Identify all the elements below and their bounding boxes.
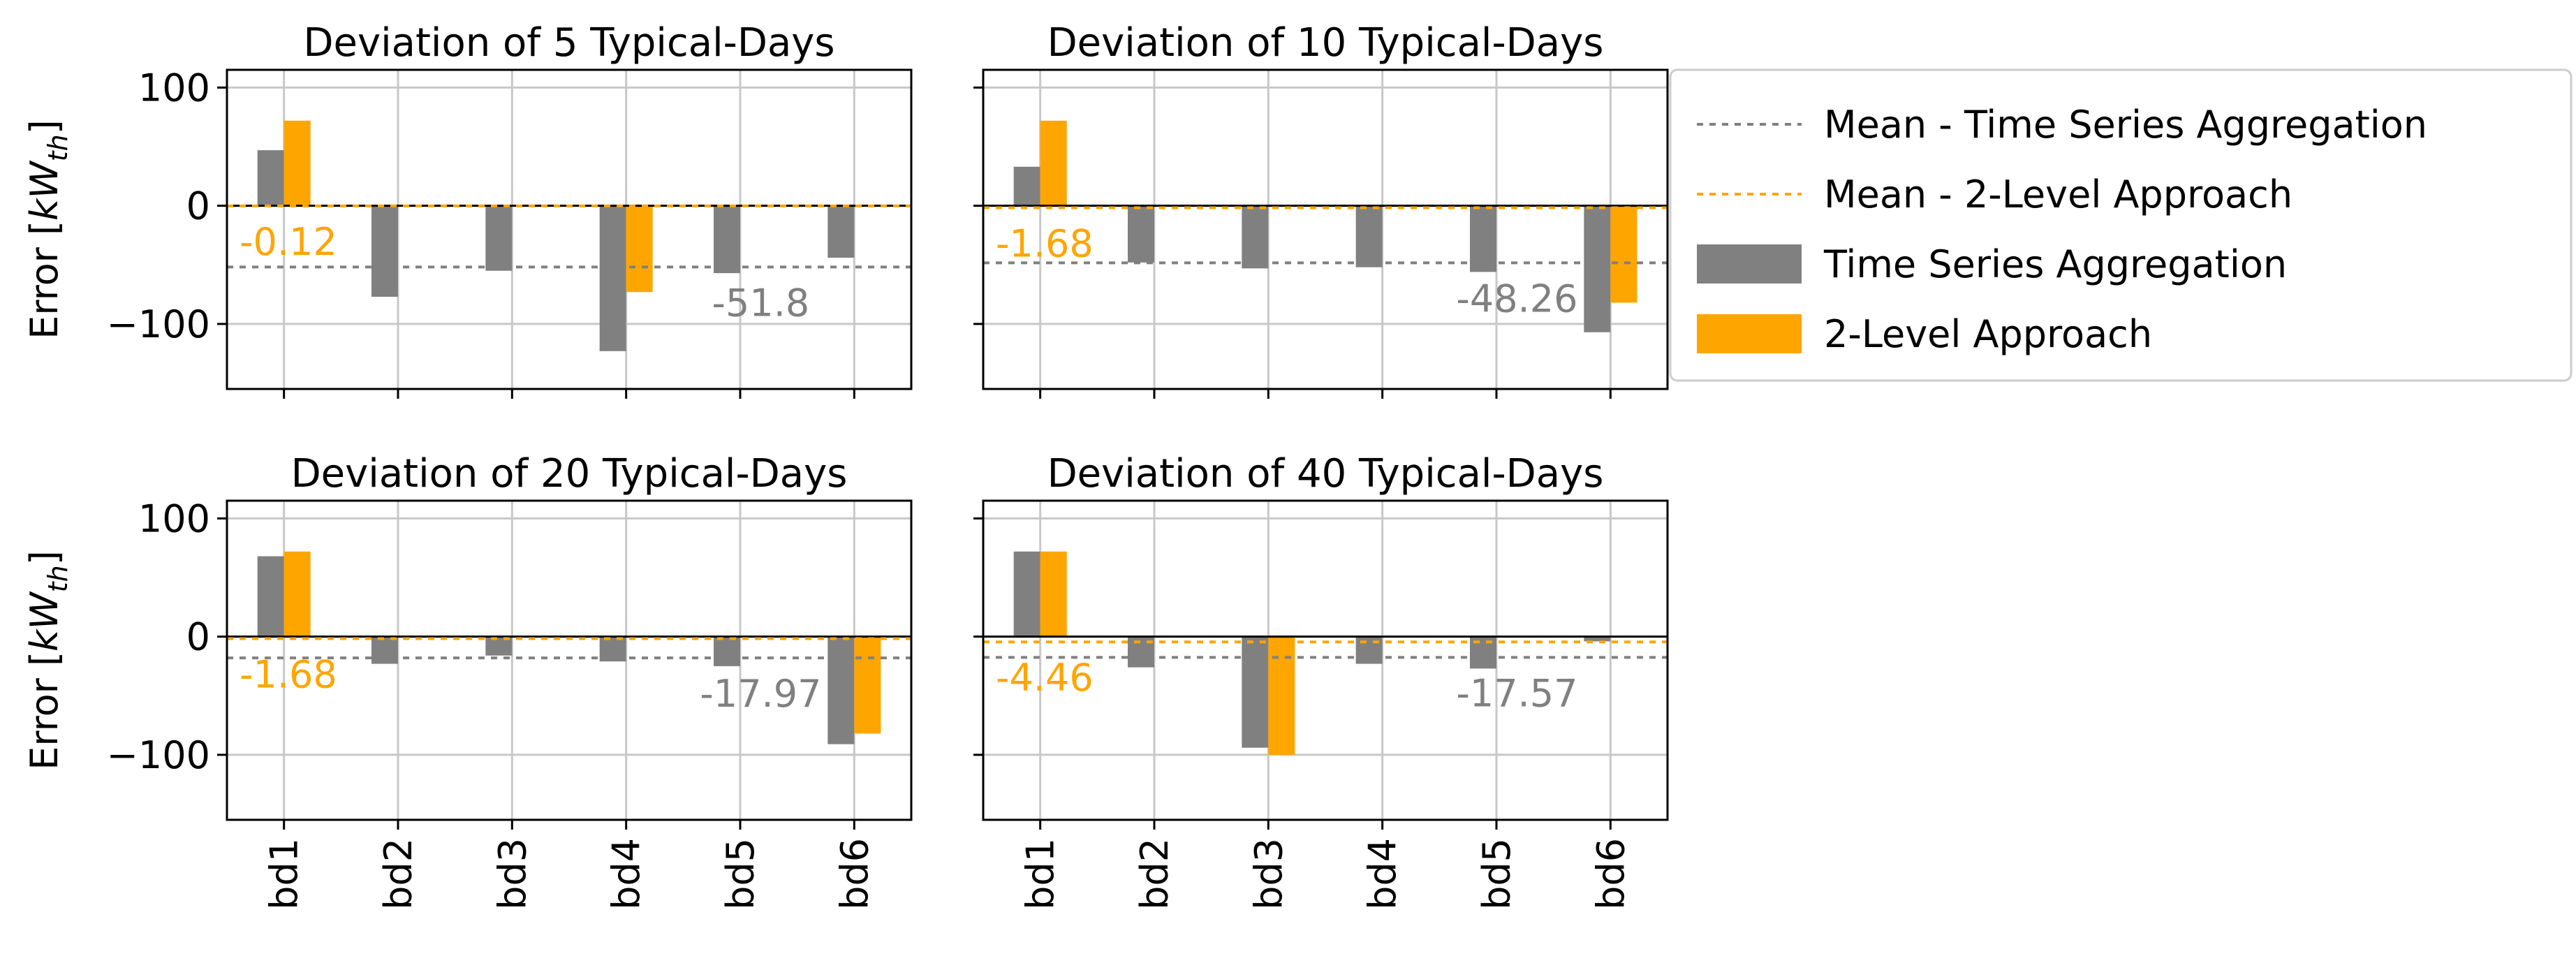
y-axis-label-subscript: th: [43, 565, 73, 592]
x-tick-label: bd1: [263, 838, 307, 910]
bar-time-series-aggregation: [1355, 205, 1383, 267]
bar-time-series-aggregation: [1242, 205, 1269, 269]
x-tick-label: bd6: [1589, 838, 1633, 910]
panel-title: Deviation of 40 Typical-Days: [1047, 451, 1604, 497]
axes-frame: [226, 68, 913, 390]
x-tick-label: bd4: [1361, 838, 1405, 910]
chart-panel-2: -1.68 -48.26 Deviation of 10 Typical-Days: [973, 20, 1669, 399]
bar-time-series-aggregation: [257, 556, 284, 637]
bar-time-series-aggregation: [1584, 636, 1611, 642]
bar-time-series-aggregation: [1128, 205, 1154, 263]
bar-2-level-approach: [1268, 636, 1295, 755]
panel-title: Deviation of 10 Typical-Days: [1047, 20, 1604, 66]
axes-frame: [982, 68, 1669, 390]
axes-frame: [982, 499, 1669, 821]
bar-time-series-aggregation: [371, 636, 398, 664]
y-axis-label-text: Error [: [22, 221, 66, 339]
x-tick-label: bd3: [490, 838, 534, 910]
y-axis-label-unit: kW: [22, 160, 66, 221]
bar-time-series-aggregation: [827, 636, 855, 744]
x-tick-label: bd3: [1246, 838, 1290, 910]
bar-time-series-aggregation: [371, 205, 398, 297]
x-tick-label: bd2: [1133, 838, 1177, 910]
bar-2-level-approach: [854, 636, 881, 734]
y-axis-label-text: Error [: [22, 652, 66, 770]
x-tick-label: bd1: [1019, 838, 1063, 910]
bar-time-series-aggregation: [714, 205, 740, 274]
bar-time-series-aggregation: [257, 150, 284, 206]
chart-panel-3: -1.68 -17.97 −100 0 100 bd1 bd2 bd3 bd4 bd5 bd6 Dev…: [22, 451, 913, 910]
mean-label-time-series-aggregation: -48.26: [1456, 277, 1577, 321]
panel-title: Deviation of 5 Typical-Days: [303, 20, 834, 66]
mean-label-2-level-approach: -1.68: [240, 652, 337, 696]
legend-swatch-patch: [1697, 244, 1802, 284]
y-axis-label-unit: kW: [22, 591, 66, 652]
bar-time-series-aggregation: [1584, 205, 1611, 332]
x-tick-label: bd5: [1475, 838, 1519, 910]
y-tick-label: −100: [107, 733, 210, 777]
legend-swatch-patch: [1697, 314, 1802, 353]
legend-label: Time Series Aggregation: [1823, 242, 2287, 286]
y-axis-label-subscript: th: [43, 134, 73, 161]
y-axis-label: Error [kWth]: [22, 119, 73, 339]
bar-2-level-approach: [1040, 551, 1067, 637]
legend-frame: [1669, 68, 2573, 382]
bar-2-level-approach: [1610, 205, 1637, 303]
legend-label: Mean - 2-Level Approach: [1824, 172, 2292, 216]
y-tick-label: −100: [107, 302, 210, 346]
axes-frame: [226, 499, 913, 821]
mean-label-2-level-approach: -1.68: [996, 221, 1094, 265]
legend-label: 2-Level Approach: [1824, 312, 2152, 356]
bar-time-series-aggregation: [1013, 166, 1040, 206]
mean-label-2-level-approach: -0.12: [240, 220, 337, 264]
bar-time-series-aggregation: [485, 205, 513, 271]
y-axis-label: Error [kWth]: [22, 550, 73, 770]
y-axis-label-close: ]: [22, 550, 66, 565]
bar-2-level-approach: [284, 551, 311, 637]
x-tick-label: bd6: [832, 838, 876, 910]
y-axis-label-close: ]: [22, 119, 66, 134]
bar-time-series-aggregation: [714, 636, 740, 666]
bar-2-level-approach: [284, 120, 311, 206]
panel-title: Deviation of 20 Typical-Days: [291, 451, 848, 497]
chart-panel-4: -4.46 -17.57 bd1 bd2 bd3 bd4 bd5 bd6 Deviation o…: [973, 451, 1669, 910]
x-tick-label: bd2: [376, 838, 420, 910]
mean-label-time-series-aggregation: -17.97: [700, 672, 821, 716]
bar-time-series-aggregation: [827, 205, 855, 258]
y-tick-label: 100: [138, 497, 210, 540]
bar-time-series-aggregation: [599, 205, 626, 351]
bar-2-level-approach: [626, 205, 653, 293]
y-tick-label: 0: [186, 615, 210, 659]
x-tick-label: bd4: [605, 838, 649, 910]
y-tick-label: 100: [138, 66, 210, 110]
bar-time-series-aggregation: [1242, 636, 1269, 748]
bar-time-series-aggregation: [1013, 551, 1040, 637]
bar-2-level-approach: [1040, 120, 1067, 206]
chart-panel-1: -0.12 -51.8 −100 0 100 Deviation of 5 Typical…: [22, 20, 913, 399]
legend-label: Mean - Time Series Aggregation: [1824, 103, 2427, 147]
mean-label-time-series-aggregation: -51.8: [712, 281, 810, 325]
mean-label-2-level-approach: -4.46: [996, 656, 1094, 700]
y-tick-label: 0: [186, 184, 210, 228]
legend: Mean - Time Series Aggregation Mean - 2-L…: [1669, 68, 2573, 382]
x-tick-label: bd5: [719, 838, 763, 910]
mean-label-time-series-aggregation: -17.57: [1456, 671, 1577, 715]
bar-time-series-aggregation: [1470, 205, 1496, 272]
